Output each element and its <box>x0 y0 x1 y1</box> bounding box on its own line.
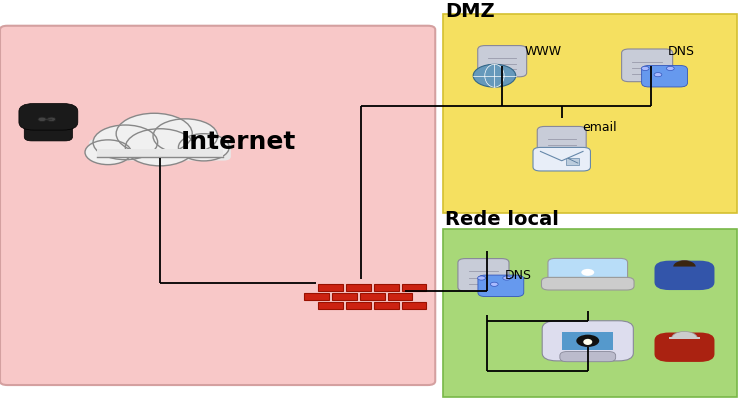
Bar <box>566 158 579 165</box>
Text: Rede local: Rede local <box>445 210 559 229</box>
FancyBboxPatch shape <box>542 277 634 290</box>
FancyBboxPatch shape <box>443 229 737 397</box>
Text: Internet: Internet <box>180 130 296 154</box>
Bar <box>346 284 371 291</box>
FancyBboxPatch shape <box>621 49 673 82</box>
Bar <box>360 293 385 300</box>
FancyBboxPatch shape <box>0 26 435 385</box>
FancyBboxPatch shape <box>537 126 586 158</box>
FancyBboxPatch shape <box>25 117 72 141</box>
Bar <box>562 332 613 350</box>
Text: WWW: WWW <box>525 45 562 58</box>
Text: DMZ: DMZ <box>445 2 495 21</box>
FancyBboxPatch shape <box>533 148 591 171</box>
Bar <box>402 284 426 291</box>
Bar <box>402 302 426 309</box>
Text: DNS: DNS <box>504 269 531 282</box>
FancyBboxPatch shape <box>19 103 78 130</box>
Circle shape <box>577 335 599 347</box>
Wedge shape <box>673 261 696 267</box>
Text: DNS: DNS <box>668 45 695 58</box>
Bar <box>304 293 329 300</box>
Wedge shape <box>672 332 697 338</box>
Bar <box>97 148 223 158</box>
Circle shape <box>667 67 674 71</box>
Text: email: email <box>583 121 618 134</box>
Circle shape <box>581 269 594 276</box>
Ellipse shape <box>583 339 592 345</box>
Circle shape <box>179 134 229 161</box>
Circle shape <box>503 276 510 280</box>
Circle shape <box>125 129 195 166</box>
Circle shape <box>37 116 60 128</box>
Bar <box>318 302 343 309</box>
Circle shape <box>478 276 485 280</box>
FancyBboxPatch shape <box>655 261 714 290</box>
Circle shape <box>48 117 56 122</box>
Bar <box>388 293 412 300</box>
Circle shape <box>641 67 649 71</box>
Circle shape <box>38 117 46 122</box>
Bar <box>583 352 593 356</box>
Bar <box>374 284 399 291</box>
FancyBboxPatch shape <box>641 65 687 87</box>
FancyBboxPatch shape <box>560 352 616 362</box>
FancyBboxPatch shape <box>89 139 231 160</box>
Circle shape <box>490 282 498 286</box>
FancyBboxPatch shape <box>548 258 628 286</box>
Circle shape <box>116 113 192 154</box>
Circle shape <box>673 261 696 273</box>
Circle shape <box>673 332 696 344</box>
FancyBboxPatch shape <box>443 14 737 213</box>
FancyBboxPatch shape <box>542 321 633 361</box>
Circle shape <box>473 64 516 87</box>
Bar <box>318 284 343 291</box>
Circle shape <box>153 119 217 154</box>
Circle shape <box>93 125 158 160</box>
Circle shape <box>85 140 131 165</box>
Bar <box>374 302 399 309</box>
FancyBboxPatch shape <box>655 332 714 362</box>
Bar <box>670 338 699 339</box>
Bar <box>333 293 356 300</box>
FancyBboxPatch shape <box>478 275 524 297</box>
Circle shape <box>654 73 662 77</box>
FancyBboxPatch shape <box>478 46 527 77</box>
Bar <box>346 302 371 309</box>
FancyBboxPatch shape <box>458 259 509 291</box>
